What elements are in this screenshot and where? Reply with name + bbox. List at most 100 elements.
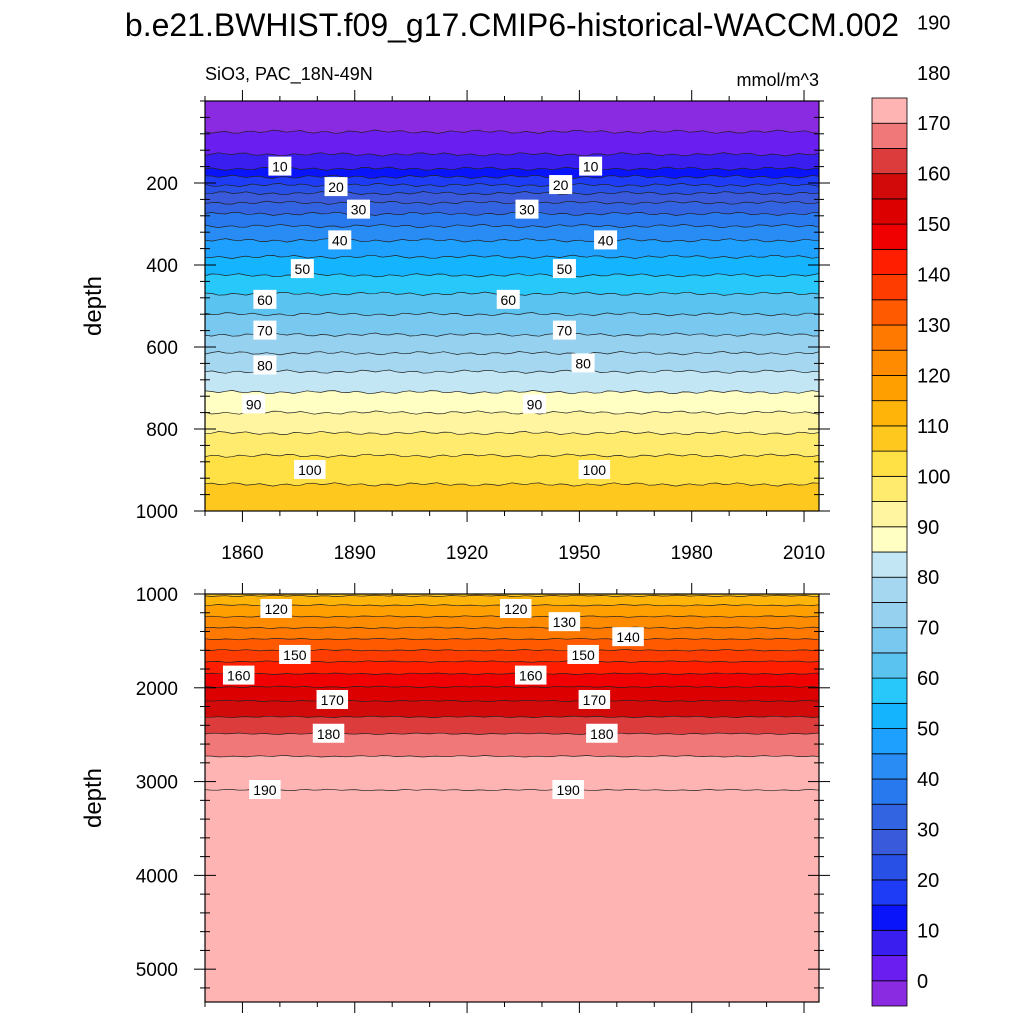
colorbar-label: 190 [917, 12, 950, 34]
plot-frame [204, 100, 820, 512]
contour-label-text: 150 [283, 647, 307, 663]
contour-label-text: 60 [500, 292, 516, 308]
colorbar-box [871, 803, 908, 830]
colorbar-label: 160 [917, 164, 950, 186]
colorbar-box [871, 223, 908, 250]
colorbar-box [871, 501, 908, 528]
units-subtitle: mmol/m^3 [737, 70, 819, 90]
y-tick-label: 400 [146, 256, 178, 277]
colorbar-box [871, 173, 908, 200]
x-tick-label: 1890 [334, 543, 376, 564]
contour-label-text: 180 [590, 726, 614, 742]
x-tick-label: 1920 [446, 543, 488, 564]
colorbar-box [871, 702, 908, 729]
contour-label-text: 70 [557, 323, 573, 339]
contour-label: 70 [552, 320, 576, 340]
contour-line [205, 699, 819, 703]
colorbar-box [871, 627, 908, 654]
colorbar-label: 110 [917, 416, 949, 438]
contour-label-text: 140 [616, 629, 640, 645]
colorbar-box [871, 829, 908, 856]
x-tick-label: 1860 [221, 543, 263, 564]
colorbar-box [871, 122, 908, 149]
contour-label: 50 [552, 259, 576, 279]
contour-label-text: 40 [598, 232, 614, 248]
contour-label: 100 [294, 460, 326, 479]
contour-line [205, 351, 819, 356]
contour-fills [205, 101, 819, 511]
x-tick-label: 1980 [671, 543, 713, 564]
contour-label: 120 [260, 599, 292, 619]
contour-label-text: 120 [264, 601, 288, 617]
contour-label: 40 [328, 230, 352, 250]
contour-label-text: 160 [519, 668, 543, 684]
contour-label-text: 60 [257, 292, 273, 308]
colorbar-box [871, 375, 908, 402]
y-tick-label: 800 [146, 420, 178, 441]
contour-label-text: 10 [272, 159, 288, 175]
contour-label-text: 10 [583, 159, 599, 175]
colorbar-box [871, 425, 908, 452]
colorbar-box [871, 148, 908, 175]
y-tick-label: 200 [146, 174, 178, 195]
contour-label-text: 130 [553, 614, 577, 630]
colorbar-label: 40 [917, 769, 939, 791]
contour-line [205, 685, 819, 688]
contour-label: 20 [549, 175, 573, 195]
contour-line [205, 390, 819, 395]
contour-line [205, 182, 819, 188]
y-tick-label: 2000 [136, 679, 178, 700]
contour-label: 180 [586, 723, 618, 743]
contour-line [205, 410, 819, 415]
colorbar-label: 30 [917, 819, 939, 841]
contour-line [205, 482, 819, 487]
colorbar-label: 150 [917, 214, 950, 236]
contour-line [205, 369, 819, 374]
colorbar-box [871, 551, 908, 578]
contour-label: 190 [249, 780, 281, 800]
contour-label: 130 [548, 612, 581, 632]
colorbar-label: 60 [917, 668, 939, 690]
colorbar-label: 20 [917, 870, 939, 892]
contour-label: 30 [515, 199, 539, 219]
contour-label-text: 100 [298, 462, 322, 478]
colorbar-label: 50 [917, 719, 939, 741]
colorbar-box [871, 97, 908, 124]
y-tick-label: 1000 [136, 502, 178, 523]
contour-line [205, 254, 819, 259]
contour-label: 170 [316, 689, 349, 709]
contour-label-text: 20 [553, 177, 569, 193]
colorbar-box [871, 576, 908, 603]
contour-line [205, 223, 819, 229]
contour-line [205, 594, 819, 597]
colorbar-box [871, 778, 908, 805]
colorbar-label: 120 [917, 365, 950, 387]
contour-label: 80 [571, 353, 595, 373]
contour-label-text: 160 [227, 668, 251, 684]
contour-label-text: 150 [571, 647, 595, 663]
colorbar-box [871, 602, 908, 629]
contour-label-text: 120 [504, 601, 528, 617]
contour-label: 150 [567, 644, 599, 664]
colorbar-box [871, 299, 908, 326]
contour-line [205, 626, 819, 629]
y-axis-label: depth [80, 768, 107, 828]
contour-line [205, 732, 819, 735]
contour-label-text: 30 [351, 202, 367, 218]
colorbar-box [871, 526, 908, 553]
contour-line [205, 191, 819, 196]
contour-label-text: 30 [519, 202, 535, 218]
colorbar-box [871, 450, 908, 477]
contour-label: 90 [522, 394, 546, 414]
contour-label: 90 [242, 394, 266, 414]
contour-line [205, 453, 819, 458]
lower-panel: 120 120 130 140 150 150 160 160 170 170 180 180 190 1… [80, 583, 830, 1013]
contour-band [205, 789, 819, 1002]
contour-line [205, 672, 819, 675]
contour-label-text: 190 [253, 782, 277, 798]
contour-line [205, 211, 819, 216]
colorbar-label: 90 [917, 517, 939, 539]
contour-line [205, 312, 819, 317]
contour-label: 30 [347, 199, 370, 219]
